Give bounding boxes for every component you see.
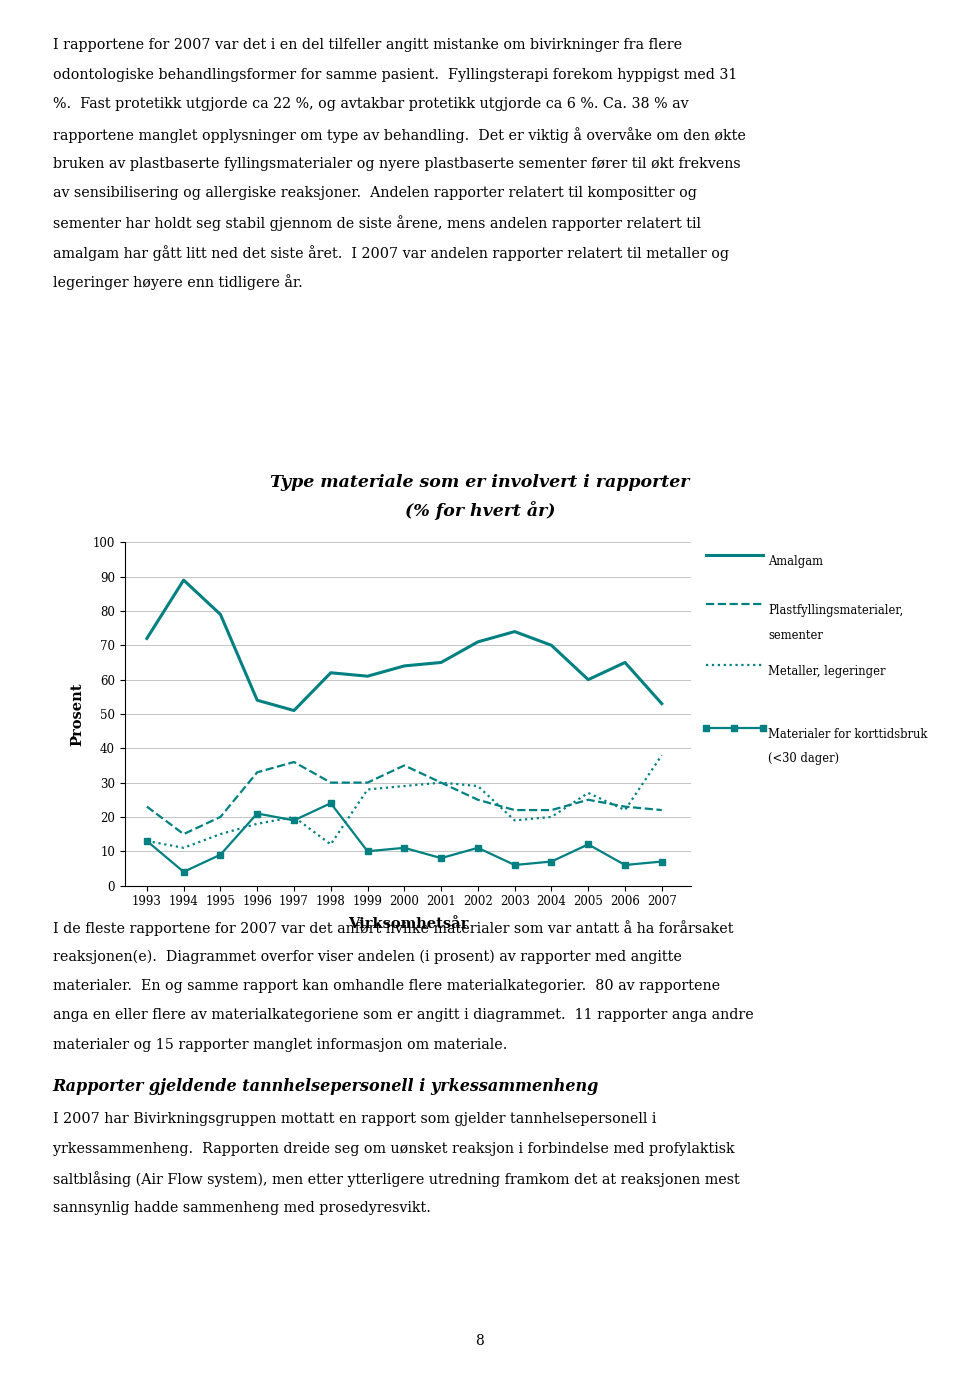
Text: (% for hvert år): (% for hvert år) — [405, 501, 555, 520]
Text: Metaller, legeringer: Metaller, legeringer — [768, 665, 885, 677]
Text: I de fleste rapportene for 2007 var det anført hvilke materialer som var antatt : I de fleste rapportene for 2007 var det … — [53, 920, 733, 936]
Text: sementer: sementer — [768, 629, 823, 641]
Text: Amalgam: Amalgam — [768, 555, 823, 567]
Text: Plastfyllingsmaterialer,: Plastfyllingsmaterialer, — [768, 604, 903, 616]
Text: anga en eller flere av materialkategoriene som er angitt i diagrammet.  11 rappo: anga en eller flere av materialkategorie… — [53, 1008, 754, 1023]
Text: sementer har holdt seg stabil gjennom de siste årene, mens andelen rapporter rel: sementer har holdt seg stabil gjennom de… — [53, 216, 701, 232]
Text: Materialer for korttidsbruk: Materialer for korttidsbruk — [768, 728, 927, 740]
Text: Type materiale som er involvert i rapporter: Type materiale som er involvert i rappor… — [271, 474, 689, 490]
Text: rapportene manglet opplysninger om type av behandling.  Det er viktig å overvåke: rapportene manglet opplysninger om type … — [53, 128, 746, 143]
Text: sannsynlig hadde sammenheng med prosedyresvikt.: sannsynlig hadde sammenheng med prosedyr… — [53, 1200, 431, 1215]
Text: 8: 8 — [475, 1335, 485, 1348]
Text: legeringer høyere enn tidligere år.: legeringer høyere enn tidligere år. — [53, 275, 302, 291]
Y-axis label: Prosent: Prosent — [70, 682, 84, 746]
Text: av sensibilisering og allergiske reaksjoner.  Andelen rapporter relatert til kom: av sensibilisering og allergiske reaksjo… — [53, 185, 697, 200]
Text: reaksjonen(e).  Diagrammet overfor viser andelen (i prosent) av rapporter med an: reaksjonen(e). Diagrammet overfor viser … — [53, 950, 682, 964]
Text: Rapporter gjeldende tannhelsepersonell i yrkessammenheng: Rapporter gjeldende tannhelsepersonell i… — [53, 1078, 599, 1094]
Text: I 2007 har Bivirkningsgruppen mottatt en rapport som gjelder tannhelsepersonell : I 2007 har Bivirkningsgruppen mottatt en… — [53, 1112, 657, 1126]
Text: odontologiske behandlingsformer for samme pasient.  Fyllingsterapi forekom hyppi: odontologiske behandlingsformer for samm… — [53, 67, 737, 82]
Text: (<30 dager): (<30 dager) — [768, 752, 839, 765]
Text: saltblåsing (Air Flow system), men etter ytterligere utredning framkom det at re: saltblåsing (Air Flow system), men etter… — [53, 1171, 739, 1188]
Text: materialer.  En og samme rapport kan omhandle flere materialkategorier.  80 av r: materialer. En og samme rapport kan omha… — [53, 979, 720, 993]
X-axis label: Virksomhetsår: Virksomhetsår — [348, 917, 468, 931]
Text: bruken av plastbaserte fyllingsmaterialer og nyere plastbaserte sementer fører t: bruken av plastbaserte fyllingsmateriale… — [53, 157, 740, 170]
Text: amalgam har gått litt ned det siste året.  I 2007 var andelen rapporter relatert: amalgam har gått litt ned det siste året… — [53, 244, 729, 261]
Text: %.  Fast protetikk utgjorde ca 22 %, og avtakbar protetikk utgjorde ca 6 %. Ca. : %. Fast protetikk utgjorde ca 22 %, og a… — [53, 97, 688, 111]
Text: yrkessammenheng.  Rapporten dreide seg om uønsket reaksjon i forbindelse med pro: yrkessammenheng. Rapporten dreide seg om… — [53, 1142, 734, 1156]
Text: I rapportene for 2007 var det i en del tilfeller angitt mistanke om bivirkninger: I rapportene for 2007 var det i en del t… — [53, 38, 682, 52]
Text: materialer og 15 rapporter manglet informasjon om materiale.: materialer og 15 rapporter manglet infor… — [53, 1038, 507, 1052]
